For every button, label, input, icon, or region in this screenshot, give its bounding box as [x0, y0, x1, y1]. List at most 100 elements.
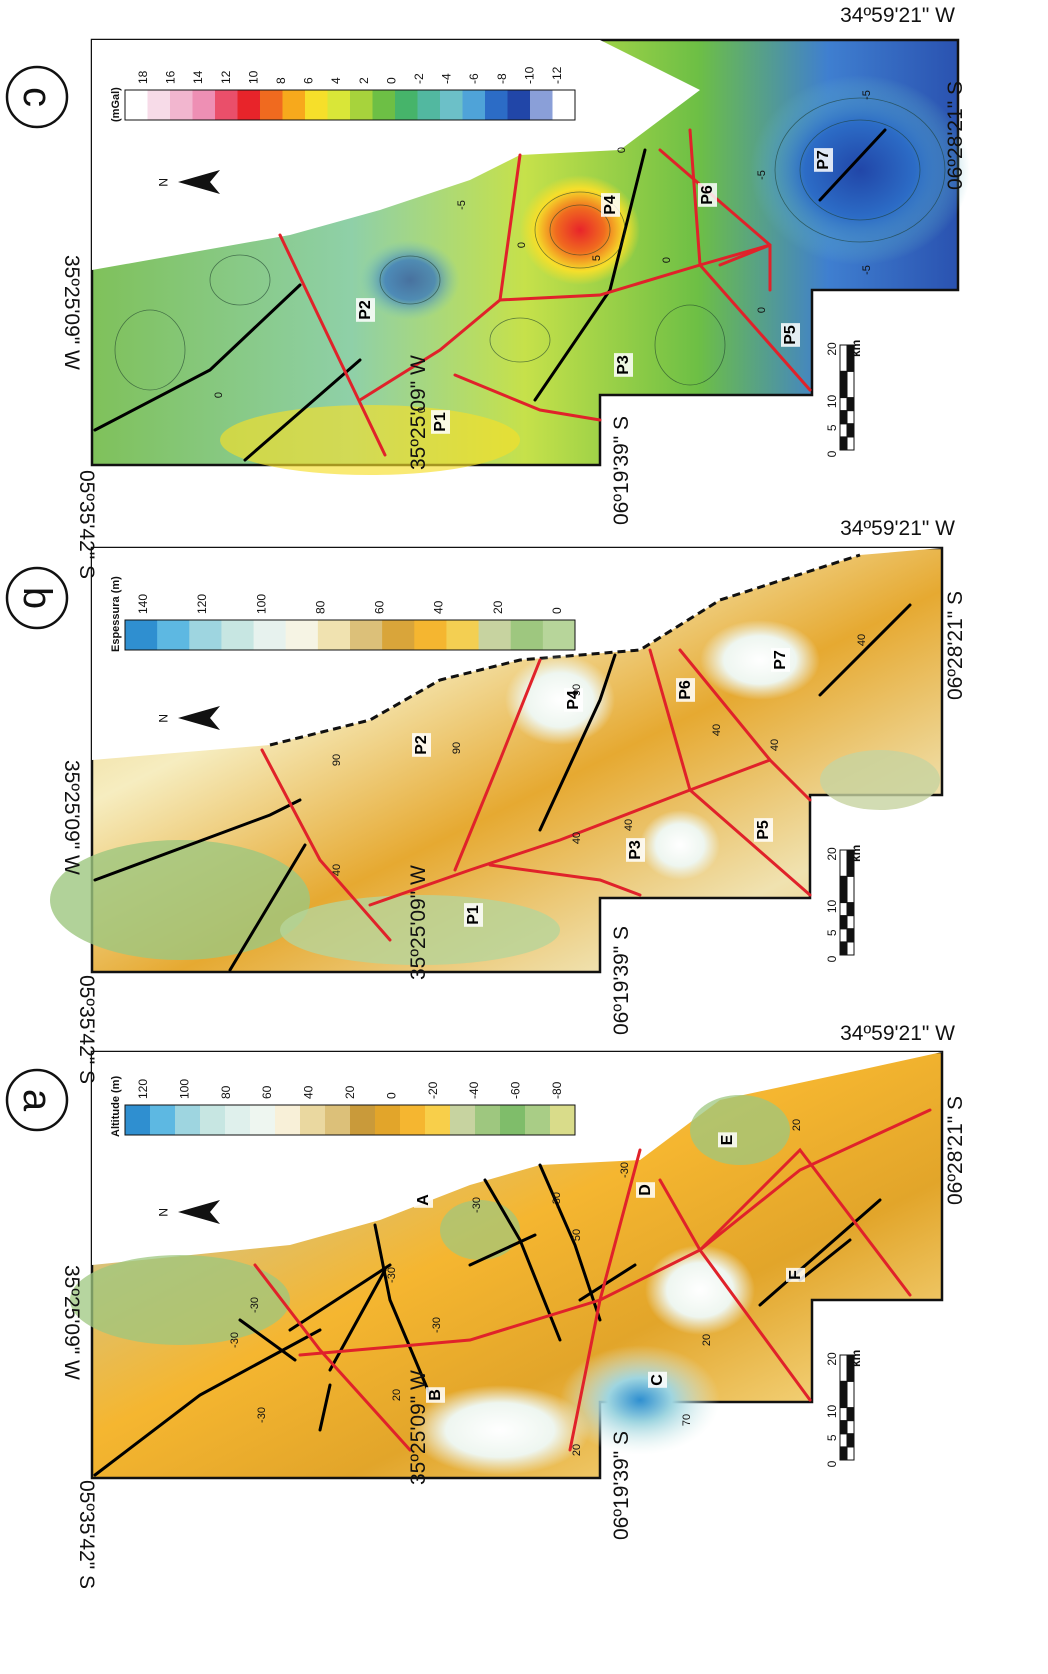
panel-letter-circle	[5, 65, 69, 129]
high-altitude-zone	[560, 1345, 720, 1455]
zone-label-d: D	[637, 1184, 654, 1196]
coord-side-w-2-b: 35º25'09" W	[407, 865, 430, 980]
zone-label-backing	[786, 1267, 805, 1282]
legend-c-tick: 14	[191, 70, 205, 84]
scale-tick: 10	[825, 395, 839, 409]
legend-a-tick: 0	[384, 1092, 398, 1099]
legend-c-swatch	[417, 90, 441, 120]
contour-labels-c: 0 0 0 -5 0 5 0 0 -5 -5 -5	[213, 90, 873, 413]
zone-label-backing	[626, 838, 645, 862]
legend-c-tick: 16	[164, 70, 178, 84]
faults-a	[93, 1108, 932, 1477]
contour-label: -30	[256, 1407, 268, 1423]
panel-letter-circle	[5, 566, 69, 630]
legend-a-swatch	[150, 1105, 176, 1135]
zone-label-a: A	[415, 1194, 432, 1206]
legend-a-swatch	[200, 1105, 226, 1135]
legend-a-tick: 80	[219, 1085, 233, 1099]
legend-c-tick: -6	[467, 73, 481, 84]
contour-label: 5	[591, 255, 603, 261]
legend-b-tick: 140	[136, 594, 150, 614]
legend-c-tick: 0	[384, 77, 398, 84]
legend-a-swatch	[400, 1105, 426, 1135]
legend-a-tick: 120	[136, 1079, 150, 1099]
north-arrow-icon	[178, 170, 220, 194]
legend-b-tick: 40	[432, 600, 446, 614]
zone-label-backing	[412, 733, 431, 757]
zone-label-backing	[781, 323, 800, 347]
green-zone-b-2	[280, 895, 560, 965]
legend-b-swatch	[542, 620, 576, 650]
coord-top-right-a: 34º59'21" W	[840, 1022, 955, 1045]
scale-tick: 10	[825, 1405, 839, 1419]
legend-c-swatch	[305, 90, 328, 120]
contour-labels-b: 90 90 90 40 40 40 40 40 40	[331, 634, 868, 876]
zone-label-p2: P2	[413, 735, 430, 755]
legend-c-swatch	[282, 90, 306, 120]
legend-a-swatch	[125, 1105, 151, 1135]
coord-side-w-2-c: 35º25'09" W	[407, 355, 430, 470]
panel-letter-circle	[5, 1068, 69, 1132]
legend-c-tick: 2	[357, 77, 371, 84]
contour-label: 50	[571, 1229, 583, 1241]
legend-c-swatch	[237, 90, 261, 120]
green-zone-a-3	[440, 1200, 520, 1260]
legend-a-tick: 60	[260, 1085, 274, 1099]
legend-c-tick: 18	[136, 70, 150, 84]
zone-label-backing	[601, 193, 620, 217]
contour-label: 40	[331, 864, 343, 876]
zone-label-backing	[414, 1191, 433, 1208]
legend-b-swatch	[189, 620, 222, 650]
legend-c-tick: 12	[219, 70, 233, 84]
legend-a-swatch	[500, 1105, 526, 1135]
legend-b-swatch	[285, 620, 319, 650]
legend-b-tick: 0	[550, 607, 564, 614]
contour-label: 20	[791, 1119, 803, 1131]
legend-c-swatch	[327, 90, 351, 120]
scale-tick: 20	[825, 847, 839, 861]
scale-tick: 10	[825, 900, 839, 914]
legend-a-swatch	[425, 1105, 451, 1135]
contour-label: -30	[471, 1197, 483, 1213]
green-zone-a-2	[690, 1095, 790, 1165]
coord-side-s-bottom-a: 06º19'39" S	[610, 1431, 633, 1540]
legend-a-swatch	[300, 1105, 326, 1135]
legend-c-swatch	[485, 90, 508, 120]
legend-a-tick: 100	[177, 1079, 191, 1099]
contour-label: 40	[769, 739, 781, 751]
contour-label: -30	[249, 1297, 261, 1313]
scale-bar-a: 0 5 10 20 km	[825, 1350, 863, 1468]
legend-c-swatch	[395, 90, 418, 120]
legend-a-swatch	[275, 1105, 301, 1135]
zone-label-p3: P3	[627, 840, 644, 860]
contour-label: -5	[756, 170, 768, 180]
contour-label: -5	[861, 265, 873, 275]
coord-side-s-top-c: 05º35'42" S	[75, 470, 98, 579]
legend-c-tick: 6	[302, 77, 316, 84]
scale-tick: 5	[825, 1434, 839, 1441]
legend-c-swatch	[192, 90, 216, 120]
green-zone-b	[50, 840, 310, 960]
legend-a-swatch	[225, 1105, 251, 1135]
legend-a-tick: -40	[467, 1081, 481, 1099]
white-zone-a-2	[645, 1245, 755, 1335]
zone-label-p2: P2	[357, 300, 374, 320]
legend-c-swatch	[125, 90, 148, 120]
legend-b-swatch	[446, 620, 480, 650]
legend-b-swatch	[221, 620, 255, 650]
scale-tick: 5	[825, 929, 839, 936]
north-label-b: N	[156, 714, 170, 723]
legend-c-tick: 10	[246, 70, 260, 84]
white-zone-b-3	[640, 810, 720, 880]
north-arrow-b: N	[156, 706, 220, 730]
zone-label-backing	[636, 1182, 655, 1198]
legend-a-swatch	[475, 1105, 501, 1135]
contour-label: 0	[616, 147, 628, 153]
legend-c-swatch	[215, 90, 238, 120]
legend-c-tick: 4	[329, 77, 343, 84]
contour-label: -30	[431, 1317, 443, 1333]
contour-label: -30	[229, 1332, 241, 1348]
coord-side-s-top-a: 05º35'42" S	[75, 1480, 98, 1589]
scale-tick: 0	[825, 450, 839, 457]
coastline-dashed	[269, 553, 861, 747]
